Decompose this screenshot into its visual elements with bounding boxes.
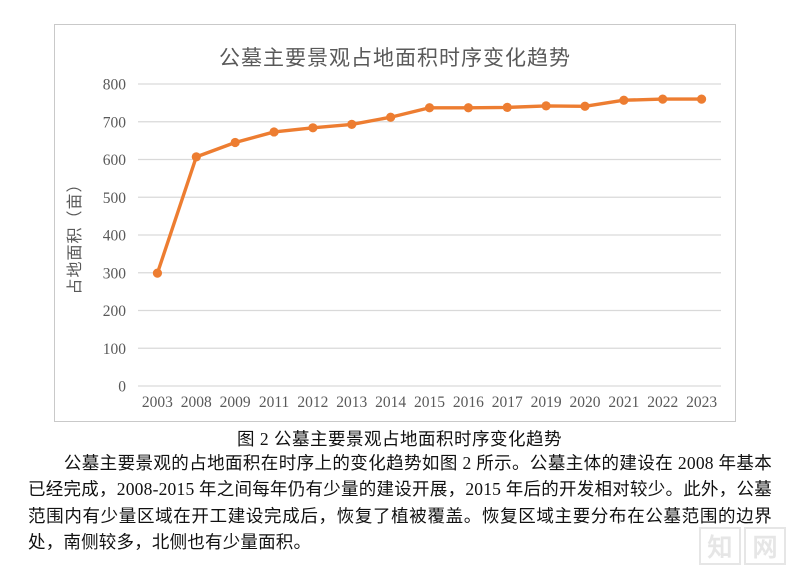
- x-tick-label: 2016: [453, 394, 484, 411]
- x-tick-label: 2017: [492, 394, 523, 411]
- data-point: [502, 102, 512, 113]
- y-tick-label: 400: [103, 228, 127, 245]
- x-tick-label: 2014: [375, 394, 406, 411]
- data-point: [230, 137, 240, 148]
- y-tick-label: 800: [103, 77, 127, 94]
- watermark-glyph: 知: [699, 527, 741, 565]
- y-tick-label: 300: [103, 265, 127, 282]
- figure-chart: 公墓主要景观占地面积时序变化趋势 0 100 200 300 400 500 600 700 8…: [54, 24, 736, 422]
- y-tick-label: 200: [103, 303, 127, 320]
- chart-title: 公墓主要景观占地面积时序变化趋势: [219, 46, 571, 70]
- data-point: [619, 95, 629, 105]
- y-tick-label: 700: [103, 114, 127, 131]
- data-point: [658, 94, 668, 104]
- y-tick-label: 100: [103, 341, 127, 358]
- y-axis-title: 占地面积（亩）: [66, 175, 84, 294]
- x-tick-label: 2019: [531, 394, 562, 411]
- y-tick-label: 600: [103, 152, 127, 169]
- data-point: [463, 103, 473, 113]
- x-tick-label: 2008: [181, 394, 212, 411]
- data-point: [424, 103, 435, 113]
- data-point: [386, 112, 396, 122]
- data-point: [269, 127, 279, 137]
- x-tick-label: 2022: [647, 394, 678, 411]
- watermark-glyph: 网: [744, 527, 786, 565]
- data-point: [580, 101, 590, 111]
- data-point: [347, 119, 357, 129]
- data-point: [191, 152, 201, 162]
- body-paragraph: 公墓主要景观的占地面积在时序上的变化趋势如图 2 所示。公墓主体的建设在 200…: [28, 453, 772, 552]
- x-tick-label: 2009: [220, 394, 251, 411]
- x-tick-label: 2011: [259, 394, 289, 411]
- chart-svg: 0 100 200 300 400 500 600 700 800 2003 2008 2009 201…: [66, 77, 721, 411]
- data-point: [696, 94, 707, 104]
- watermark: 知 网: [699, 527, 786, 565]
- figure-caption: 图 2 公墓主要景观占地面积时序变化趋势: [237, 429, 562, 449]
- y-tick-label: 0: [118, 379, 126, 396]
- y-tick-label: 500: [103, 190, 127, 207]
- x-tick-label: 2023: [686, 394, 717, 411]
- series-line: [155, 97, 704, 275]
- x-tick-label: 2003: [142, 394, 173, 411]
- data-point: [308, 123, 318, 133]
- data-point: [541, 101, 551, 111]
- x-tick-label: 2015: [414, 394, 445, 411]
- x-tick-label: 2020: [569, 394, 600, 411]
- x-tick-label: 2013: [336, 394, 367, 411]
- x-tick-label: 2012: [297, 394, 328, 411]
- x-tick-label: 2021: [608, 394, 639, 411]
- data-point: [152, 268, 163, 278]
